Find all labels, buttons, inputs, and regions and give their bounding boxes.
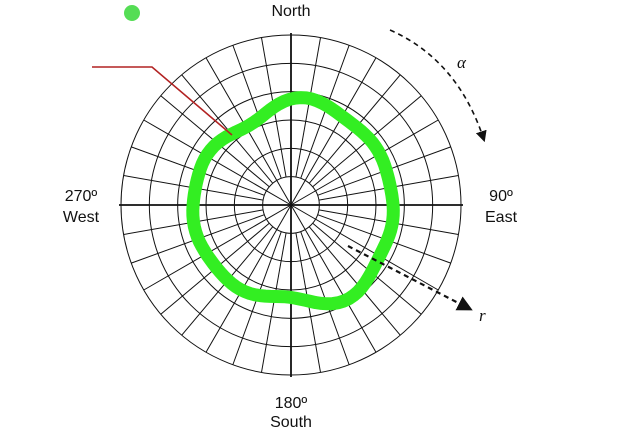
grid-spoke: [308, 226, 401, 336]
green-trace: [186, 91, 400, 311]
leader-line: [92, 66, 233, 136]
grid-spoke: [290, 204, 377, 353]
grid-spoke: [290, 119, 439, 206]
label-east-degrees: 90º: [489, 188, 513, 205]
grid-spoke: [143, 204, 292, 291]
grid-spoke: [205, 204, 292, 353]
label-north: North: [271, 3, 311, 20]
grid-spoke: [143, 119, 292, 206]
label-west: West: [62, 209, 100, 226]
label-r: r: [479, 306, 486, 325]
grid-spoke: [290, 57, 377, 206]
label-alpha: α: [457, 53, 466, 72]
label-west-degrees: 270º: [64, 188, 98, 205]
label-east: East: [484, 209, 518, 226]
label-south: South: [270, 414, 312, 431]
grid-spoke: [290, 204, 439, 291]
polar-axes: [119, 33, 463, 377]
alpha-direction-arrow: [389, 29, 487, 143]
green-dot-icon: [124, 5, 140, 21]
grid-spoke: [181, 74, 274, 184]
radial-direction-arrow: [347, 245, 473, 311]
label-south-degrees: 180º: [274, 395, 308, 412]
grid-spoke: [232, 45, 282, 179]
grid-spoke: [295, 37, 322, 178]
